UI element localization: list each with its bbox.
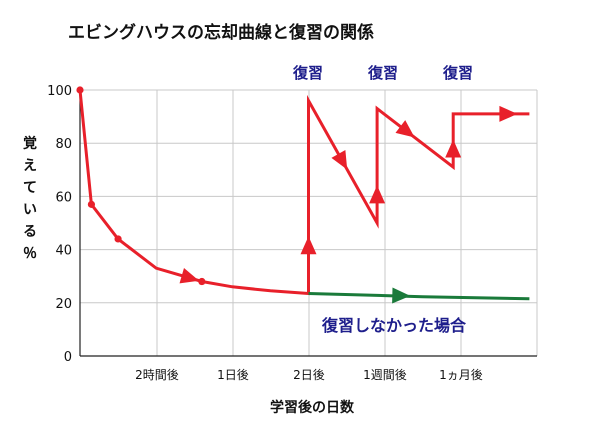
x-tick-label-3: 1週間後: [363, 368, 407, 382]
series-layer: [78, 89, 530, 301]
y-tick-label-1: 20: [55, 297, 72, 312]
arrow-retained: [499, 105, 518, 122]
data-point-2: [114, 235, 122, 243]
no-review-annotation: 復習しなかった場合: [321, 316, 467, 335]
x-tick-label-0: 2時間後: [135, 368, 179, 382]
y-axis-label-char-4: る: [23, 224, 37, 240]
arrow-decay-3: [395, 120, 415, 138]
data-point-0: [76, 86, 84, 94]
x-tick-label-4: 1ヵ月後: [439, 368, 483, 382]
x-tick-label-1: 1日後: [217, 368, 249, 382]
x-axis-label: 学習後の日数: [270, 399, 355, 416]
y-tick-label-0: 0: [64, 350, 72, 365]
arrow-review-1: [300, 236, 317, 255]
series-line-1: [308, 292, 530, 301]
review-label-2: 復習: [367, 64, 398, 82]
y-axis-label-char-3: い: [23, 202, 37, 218]
data-point-3: [198, 277, 206, 286]
arrow-decay-1: [179, 268, 200, 284]
arrow-review-2: [369, 185, 386, 204]
y-axis-label-char-5: ％: [23, 246, 37, 262]
x-tick-label-2: 2日後: [293, 368, 325, 382]
y-axis-label-char-1: え: [23, 158, 37, 174]
marker-layer: [76, 86, 518, 304]
arrow-review-3: [445, 139, 462, 158]
review-label-3: 復習: [442, 64, 473, 82]
arrow-decay-2: [331, 150, 348, 170]
y-tick-label-5: 100: [47, 84, 72, 99]
arrow-no-review: [392, 287, 411, 304]
chart-title: エビングハウスの忘却曲線と復習の関係: [68, 22, 374, 43]
y-tick-label-2: 40: [55, 244, 72, 259]
y-axis-ticks: 0 20 40 60 80 100: [47, 84, 72, 365]
y-tick-label-4: 80: [55, 137, 72, 152]
y-axis-label-char-2: て: [23, 180, 37, 196]
data-point-1: [87, 200, 96, 208]
y-axis-label-char-0: 覚: [23, 135, 37, 152]
series-line-0: [78, 89, 530, 296]
review-label-1: 復習: [292, 64, 323, 82]
y-tick-label-3: 60: [55, 190, 72, 205]
x-axis-ticks: 2時間後 1日後 2日後 1週間後 1ヵ月後: [135, 368, 483, 382]
